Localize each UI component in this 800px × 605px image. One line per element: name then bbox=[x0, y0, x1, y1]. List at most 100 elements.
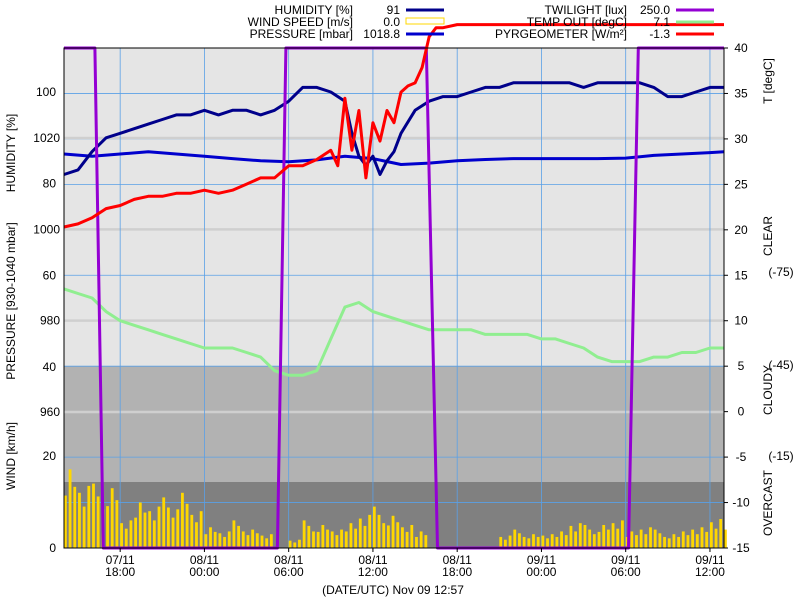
sky-tick-label: (-45) bbox=[768, 358, 793, 372]
x-tick-time: 12:00 bbox=[358, 565, 388, 579]
wind-bar bbox=[269, 534, 273, 548]
wind-bar bbox=[649, 527, 652, 548]
temp-tick-label: 25 bbox=[734, 177, 748, 191]
x-tick-time: 06:00 bbox=[274, 565, 304, 579]
wind-bar bbox=[321, 525, 325, 548]
legend-value: 91 bbox=[387, 3, 401, 17]
x-tick-time: 18:00 bbox=[442, 565, 472, 579]
wind-bar bbox=[312, 531, 315, 548]
wind-bar bbox=[73, 486, 77, 548]
x-tick-time: 18:00 bbox=[105, 565, 135, 579]
legend-value: 0.0 bbox=[383, 15, 400, 29]
wind-bar bbox=[522, 536, 526, 548]
wind-bar bbox=[546, 538, 549, 548]
wind-bar bbox=[251, 529, 255, 548]
sky-zone-label-clear: CLEAR bbox=[761, 216, 775, 256]
wind-bar bbox=[335, 535, 339, 548]
wind-bar bbox=[611, 523, 615, 548]
wind-bar bbox=[358, 518, 362, 548]
wind-bar bbox=[695, 534, 699, 548]
legend-entry-temp-out-degc: TEMP OUT [degC] 7.1 bbox=[527, 15, 714, 29]
wind-bar bbox=[588, 529, 592, 548]
x-tick-time: 00:00 bbox=[526, 565, 556, 579]
pressure-tick-label: 1000 bbox=[33, 222, 60, 236]
wind-bar bbox=[143, 512, 147, 548]
x-tick-date: 09/11 bbox=[611, 553, 640, 567]
wind-bar bbox=[681, 531, 685, 548]
temp-tick-label: -10 bbox=[732, 496, 750, 510]
wind-bar bbox=[719, 519, 723, 548]
wind-bar bbox=[241, 531, 245, 548]
wind-bar bbox=[499, 536, 503, 548]
wind-bar bbox=[560, 531, 563, 548]
wind-bar bbox=[578, 523, 582, 548]
wind-bar bbox=[532, 534, 535, 548]
wind-bar bbox=[396, 522, 400, 548]
legend-value: 1018.8 bbox=[363, 27, 400, 41]
wind-bar bbox=[401, 527, 404, 548]
wind-bar bbox=[255, 533, 259, 548]
pressure-tick-label: 980 bbox=[40, 314, 60, 328]
wind-bar bbox=[120, 523, 123, 548]
wind-bar bbox=[621, 520, 624, 548]
temp-axis-label: T [degC] bbox=[761, 58, 775, 104]
humidity-tick-label: 100 bbox=[36, 85, 56, 99]
x-tick-date: 09/11 bbox=[527, 553, 556, 567]
wind-axis-label: WIND [km/h] bbox=[4, 422, 18, 490]
wind-bar bbox=[527, 538, 531, 548]
wind-bar bbox=[513, 529, 517, 548]
wind-bar bbox=[92, 483, 95, 548]
wind-bar bbox=[686, 535, 690, 548]
wind-bar bbox=[110, 488, 114, 548]
temp-tick-label: 0 bbox=[738, 405, 745, 419]
legend-value: -1.3 bbox=[649, 27, 670, 41]
zone-clear-background bbox=[64, 48, 724, 366]
wind-bar bbox=[602, 525, 606, 548]
wind-bar bbox=[171, 517, 175, 548]
wind-bar bbox=[134, 517, 138, 548]
wind-bar bbox=[635, 535, 638, 548]
wind-bar bbox=[162, 497, 166, 548]
wind-bar bbox=[195, 522, 198, 548]
wind-bar bbox=[714, 528, 718, 548]
x-tick-time: 00:00 bbox=[189, 565, 219, 579]
wind-bar bbox=[658, 533, 662, 548]
x-tick-date: 07/11 bbox=[106, 553, 135, 567]
wind-bar bbox=[391, 515, 395, 548]
zone-cloudy-background bbox=[64, 366, 724, 482]
temp-tick-label: -5 bbox=[736, 450, 747, 464]
wind-bar bbox=[246, 535, 250, 548]
x-tick-time: 12:00 bbox=[695, 565, 725, 579]
wind-bar bbox=[293, 542, 297, 548]
wind-tick-label: 0 bbox=[49, 541, 56, 555]
wind-bar bbox=[326, 529, 329, 548]
wind-bar bbox=[152, 520, 156, 548]
wind-tick-label: 20 bbox=[43, 449, 57, 463]
wind-bar bbox=[115, 500, 119, 548]
wind-bar bbox=[700, 527, 704, 548]
wind-bar bbox=[724, 529, 727, 548]
wind-bar bbox=[223, 536, 226, 548]
wind-bar bbox=[672, 534, 676, 548]
series-temp-out-degc bbox=[63, 287, 724, 377]
wind-bar bbox=[574, 531, 578, 548]
wind-bar bbox=[691, 529, 695, 548]
wind-bar bbox=[78, 492, 81, 548]
legend-swatch bbox=[405, 17, 445, 25]
wind-bar bbox=[625, 536, 629, 548]
pressure-tick-label: 1020 bbox=[33, 131, 60, 145]
wind-bar bbox=[550, 534, 554, 548]
wind-bar bbox=[106, 506, 109, 548]
x-tick-date: 08/11 bbox=[358, 553, 387, 567]
humidity-tick-label: 80 bbox=[43, 177, 57, 191]
wind-bar bbox=[166, 507, 170, 548]
wind-bar bbox=[96, 496, 100, 548]
wind-bar bbox=[232, 520, 236, 548]
wind-bar bbox=[518, 533, 521, 548]
wind-bar bbox=[213, 531, 217, 548]
wind-bar bbox=[569, 525, 573, 548]
wind-bar bbox=[218, 533, 222, 548]
sky-condition-zones bbox=[64, 48, 724, 548]
wind-bar bbox=[583, 525, 587, 548]
